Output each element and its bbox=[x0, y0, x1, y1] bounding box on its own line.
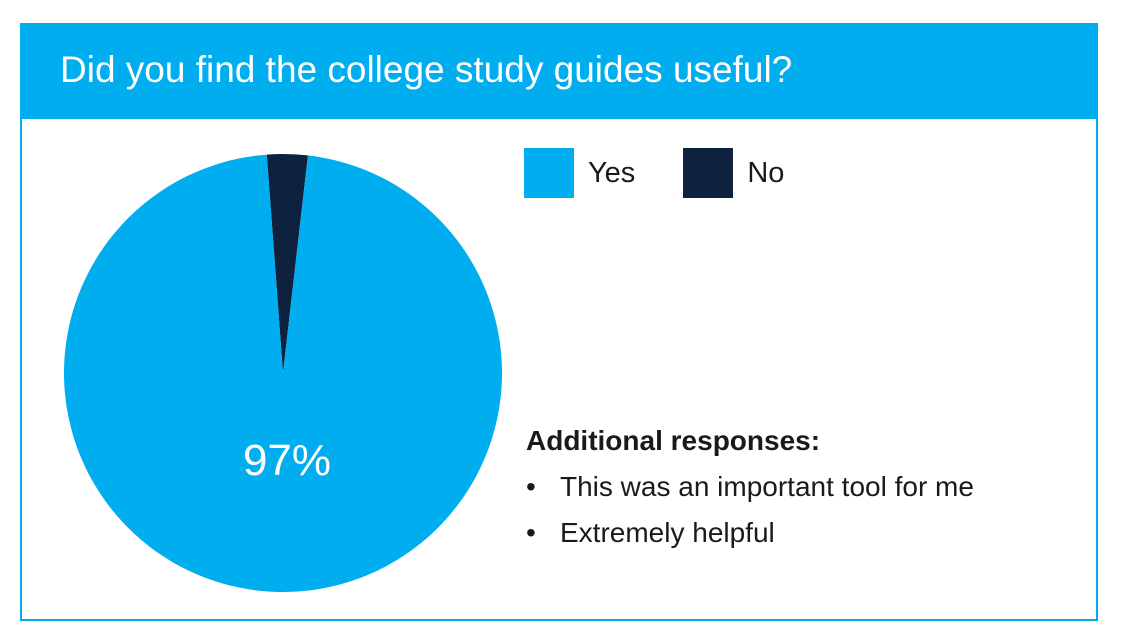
bullet: • bbox=[526, 471, 536, 502]
legend-item-yes: Yes bbox=[524, 148, 635, 198]
bullet: • bbox=[526, 517, 536, 548]
legend-item-no: No bbox=[683, 148, 784, 198]
response-item: • This was an important tool for me bbox=[526, 471, 974, 503]
response-text: Extremely helpful bbox=[560, 517, 775, 548]
data-label-yes: 97% bbox=[243, 436, 331, 485]
pie-slice-no bbox=[266, 154, 308, 373]
additional-responses: Additional responses: • This was an impo… bbox=[526, 425, 974, 563]
response-text: This was an important tool for me bbox=[560, 471, 974, 502]
title-bar: Did you find the college study guides us… bbox=[22, 25, 1096, 119]
legend-label-no: No bbox=[747, 156, 785, 189]
chart-title: Did you find the college study guides us… bbox=[60, 49, 793, 90]
legend-swatch-yes bbox=[524, 148, 574, 198]
legend-label-yes: Yes bbox=[588, 156, 636, 189]
responses-heading: Additional responses: bbox=[526, 425, 821, 456]
legend-swatch-no bbox=[683, 148, 734, 198]
responses-list: • This was an important tool for me • Ex… bbox=[526, 471, 974, 549]
legend: Yes No bbox=[524, 148, 832, 198]
response-item: • Extremely helpful bbox=[526, 517, 974, 549]
pie-slice-yes bbox=[63, 154, 502, 592]
